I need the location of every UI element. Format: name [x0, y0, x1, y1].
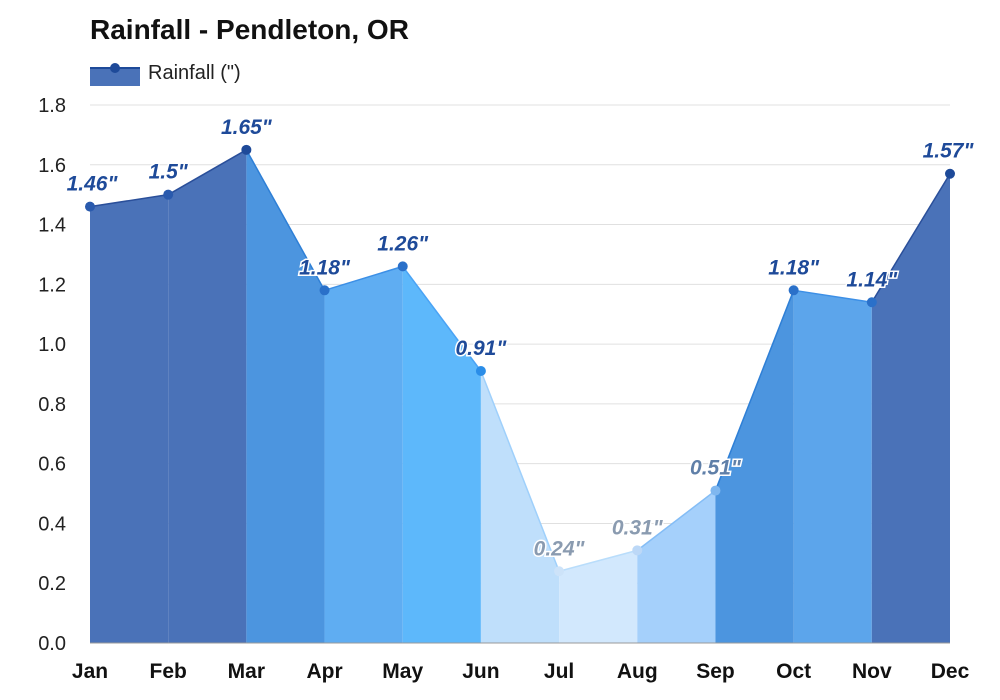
data-point[interactable]: [397, 261, 408, 272]
data-point[interactable]: [788, 285, 799, 296]
y-tick-label: 0.4: [38, 513, 66, 535]
line-segment: [793, 289, 872, 304]
y-tick-label: 0.8: [38, 394, 66, 416]
data-point[interactable]: [475, 366, 486, 377]
data-label: 1.65": [221, 116, 273, 139]
y-tick-label: 0.2: [38, 573, 66, 595]
x-tick-label: Apr: [306, 660, 342, 683]
area-segment: [715, 290, 794, 643]
area-segment: [246, 149, 325, 644]
data-label: 0.31": [612, 516, 664, 539]
line-segment: [558, 549, 638, 572]
area-segments: [90, 149, 950, 644]
line-segment: [324, 265, 403, 292]
data-point[interactable]: [554, 566, 565, 577]
data-point[interactable]: [632, 545, 643, 556]
y-tick-label: 1.6: [38, 155, 66, 177]
line-segment: [402, 265, 482, 372]
line-segment: [245, 149, 326, 291]
x-tick-label: Oct: [776, 660, 811, 683]
legend[interactable]: Rainfall ("): [90, 60, 241, 86]
line-segment: [89, 193, 169, 208]
data-label: 1.5": [149, 161, 189, 184]
data-labels: 1.46" 1.5" 1.65" 1.18" 1.26" 0.91" 0.24" 0.31" 0…: [65, 114, 976, 561]
x-tick-label: Mar: [228, 660, 265, 683]
chart-title: Rainfall - Pendleton, OR: [90, 14, 409, 45]
data-label: 1.46": [67, 173, 119, 196]
x-tick-label: Nov: [852, 660, 892, 683]
data-point[interactable]: [163, 189, 174, 200]
data-label: 1.26": [377, 232, 429, 255]
y-tick-label: 1.4: [38, 215, 66, 237]
x-tick-label: Aug: [617, 660, 658, 683]
data-point[interactable]: [241, 144, 252, 155]
x-tick-label: Dec: [931, 660, 970, 683]
y-tick-label: 1.2: [38, 274, 66, 296]
line-segment: [636, 489, 716, 551]
data-label: 1.18": [768, 256, 820, 279]
data-point[interactable]: [319, 285, 330, 296]
area-segment: [402, 266, 481, 643]
data-label: 1.57": [923, 140, 975, 163]
data-label: 0.51": [690, 457, 742, 480]
x-tick-label: Jan: [72, 660, 108, 683]
x-tick-label: Sep: [696, 660, 735, 683]
area-segment: [637, 490, 716, 643]
area-segment: [168, 149, 247, 644]
x-axis: Jan Feb Mar Apr May Jun Jul Aug Sep Oct Nov Dec: [72, 660, 970, 683]
area-segment: [324, 266, 403, 643]
data-point[interactable]: [866, 297, 877, 308]
area-segment: [793, 290, 872, 643]
line-segment: [480, 370, 560, 572]
x-tick-label: Jun: [462, 660, 499, 683]
line-segment: [714, 290, 795, 491]
y-axis: 0.0 0.2 0.4 0.6 0.8 1.0 1.2 1.4 1.6 1.8: [38, 95, 66, 655]
data-point[interactable]: [945, 168, 955, 179]
data-points: [85, 144, 955, 577]
data-label: 1.18": [299, 256, 351, 279]
data-label: 0.91": [455, 337, 507, 360]
legend-label: Rainfall ("): [148, 61, 241, 84]
x-tick-label: Feb: [150, 660, 187, 683]
x-tick-label: May: [382, 660, 423, 683]
area-segment: [559, 550, 638, 643]
data-label: 1.14": [846, 268, 898, 291]
line-segment: [167, 149, 247, 196]
legend-swatch-icon: [90, 63, 140, 86]
x-tick-label: Jul: [544, 660, 574, 683]
y-tick-label: 1.8: [38, 95, 66, 117]
legend-swatch: [90, 60, 140, 86]
y-tick-label: 0.6: [38, 454, 66, 476]
data-point[interactable]: [85, 201, 95, 212]
y-tick-label: 1.0: [38, 334, 66, 356]
line-segment: [871, 173, 951, 303]
area-segment: [871, 173, 950, 643]
area-segment: [90, 194, 169, 643]
series-line: [89, 149, 951, 572]
data-label: 0.24": [534, 537, 586, 560]
y-tick-label: 0.0: [38, 633, 66, 655]
data-point[interactable]: [710, 485, 721, 496]
area-segment: [480, 371, 560, 643]
